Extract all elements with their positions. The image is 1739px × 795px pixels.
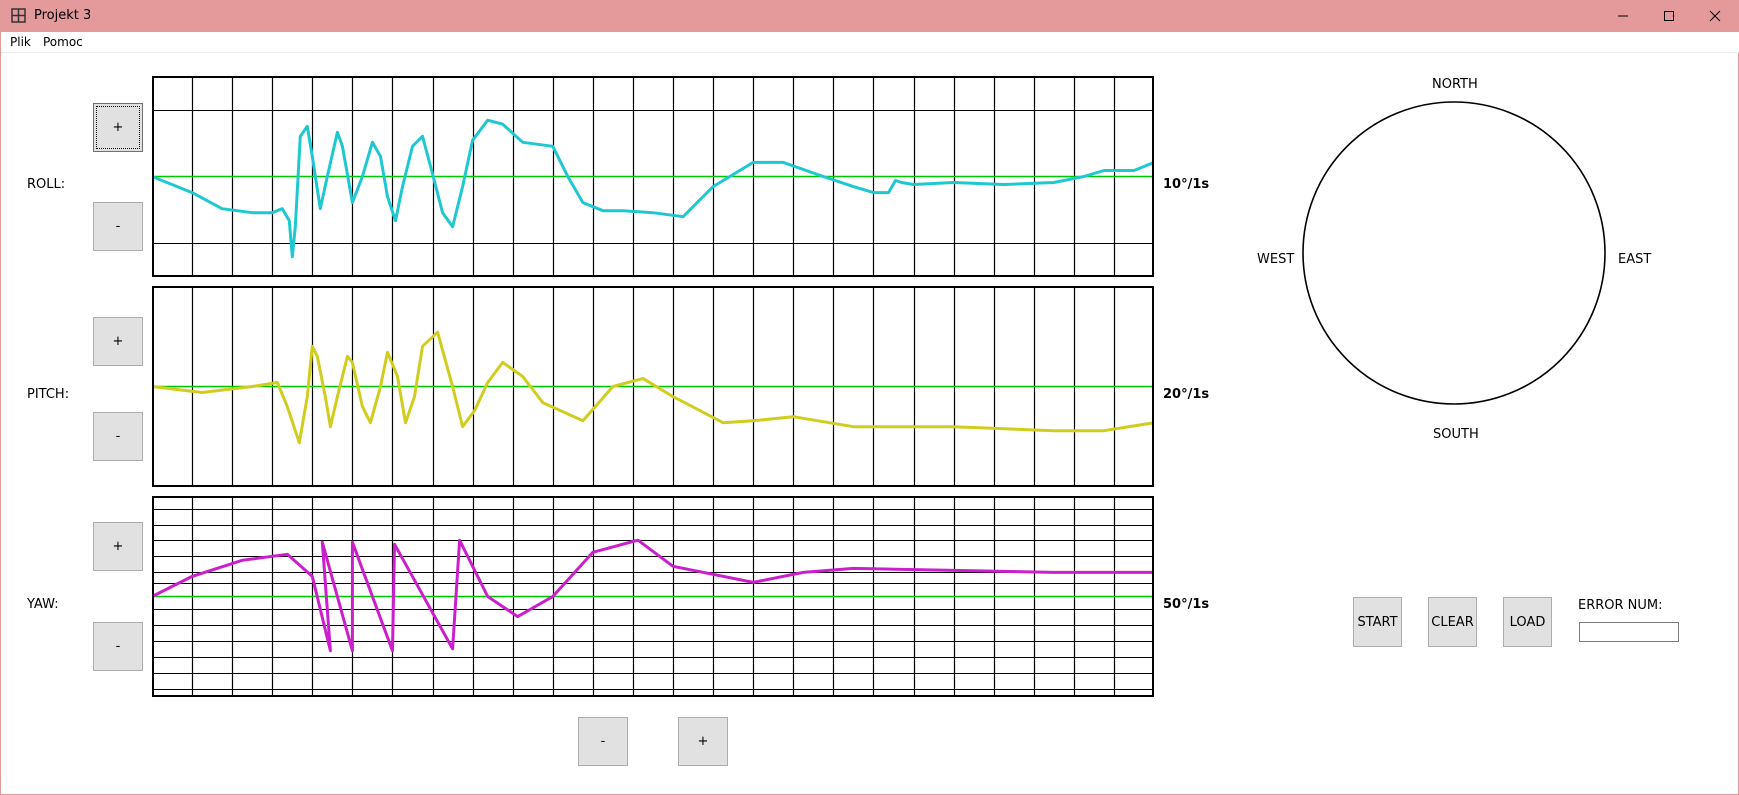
minimize-button[interactable] (1600, 0, 1646, 32)
window-title: Projekt 3 (34, 8, 92, 23)
plot-frame (152, 76, 1154, 277)
menu-plik[interactable]: Plik (10, 35, 31, 49)
yaw-signal-line (152, 538, 1154, 653)
yaw-label: YAW: (27, 597, 59, 612)
compass-west: WEST (1257, 252, 1295, 267)
yaw-plus-button[interactable]: + (93, 522, 143, 571)
pitch-signal-line (152, 330, 1154, 445)
roll-plus-button[interactable]: + (93, 103, 143, 152)
yaw-plot (152, 496, 1154, 697)
maximize-button[interactable] (1646, 0, 1692, 32)
menu-pomoc[interactable]: Pomoc (43, 35, 83, 49)
time-minus-button[interactable]: - (578, 717, 628, 766)
close-icon (1709, 10, 1721, 22)
roll-plot (152, 76, 1154, 277)
compass-north: NORTH (1432, 77, 1478, 92)
compass-south: SOUTH (1433, 427, 1479, 442)
error-num-label: ERROR NUM: (1578, 598, 1663, 613)
yaw-scale: 50°/1s (1163, 597, 1210, 612)
app-icon (11, 8, 26, 23)
roll-label: ROLL: (27, 177, 66, 192)
yaw-minus-button[interactable]: - (93, 622, 143, 671)
load-button[interactable]: LOAD (1503, 597, 1552, 647)
roll-scale: 10°/1s (1163, 177, 1210, 192)
pitch-scale: 20°/1s (1163, 387, 1210, 402)
roll-signal-line (152, 118, 1154, 259)
clear-button[interactable]: CLEAR (1428, 597, 1477, 647)
maximize-icon (1664, 11, 1674, 21)
pitch-minus-button[interactable]: - (93, 412, 143, 461)
menu-bar: Plik Pomoc (1, 32, 1739, 53)
compass-dial (1302, 101, 1606, 405)
title-bar[interactable]: Projekt 3 (1, 0, 1739, 32)
time-plus-button[interactable]: + (678, 717, 728, 766)
close-button[interactable] (1692, 0, 1738, 32)
start-button[interactable]: START (1353, 597, 1402, 647)
pitch-label: PITCH: (27, 387, 70, 402)
error-num-field[interactable] (1579, 622, 1679, 642)
pitch-plus-button[interactable]: + (93, 317, 143, 366)
minimize-icon (1618, 15, 1628, 17)
plot-frame (152, 496, 1154, 697)
compass-east: EAST (1618, 252, 1652, 267)
pitch-plot (152, 286, 1154, 487)
roll-minus-button[interactable]: - (93, 202, 143, 251)
plot-frame (152, 286, 1154, 487)
